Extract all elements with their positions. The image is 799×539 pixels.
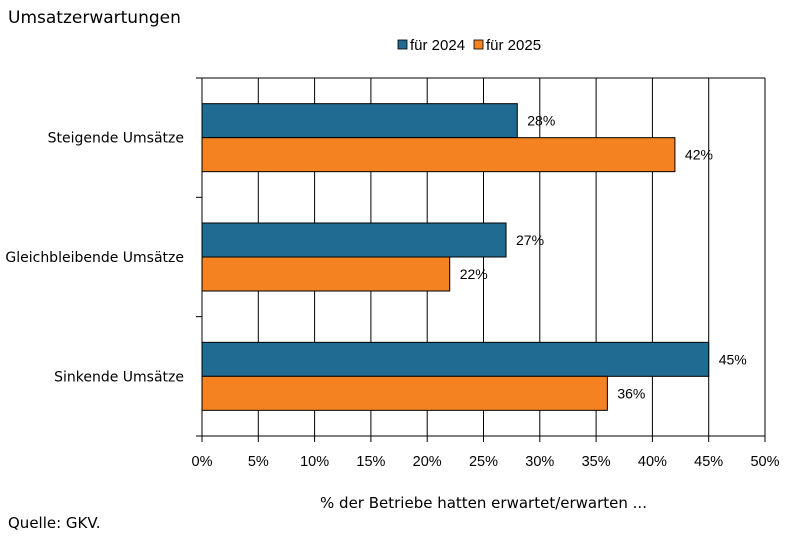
bar-2024 [201,341,710,377]
axes [196,77,766,442]
legend-swatch [473,39,484,50]
bar-2025 [201,256,451,292]
category-label: Sinkende Umsätze [54,369,184,385]
x-tick-label: 50% [750,454,779,470]
data-label: 36% [617,385,645,401]
data-label: 27% [516,232,544,248]
x-tick-label: 30% [525,454,554,470]
legend-label: für 2025 [486,37,541,54]
chart-title: Umsatzerwartungen [8,8,181,28]
data-label: 42% [685,147,713,163]
data-label: 28% [527,113,555,129]
bar-2024 [201,222,507,258]
bar-2025 [201,375,608,411]
x-tick-label: 40% [638,454,667,470]
category-label: Steigende Umsätze [48,131,184,147]
labels: 0% 5% 10% 15% 20% 25% 30% 35% 40% 45% 50% Steigende… [5,113,779,470]
data-label: 45% [719,351,747,367]
legend: für 2024 für 2025 [397,37,541,54]
x-tick-label: 0% [192,454,213,470]
category-label: Gleichbleibende Umsätze [5,250,184,266]
source-note: Quelle: GKV. [8,514,101,532]
x-tick-label: 45% [694,454,723,470]
legend-swatch [397,39,408,50]
data-label: 22% [460,266,488,282]
bars [201,103,710,411]
bar-2024 [201,103,518,139]
x-tick-label: 20% [413,454,442,470]
x-tick-label: 10% [300,454,329,470]
x-axis-title: % der Betriebe hatten erwartet/erwarten … [320,494,647,512]
x-tick-label: 35% [582,454,611,470]
bar-2025 [201,137,676,173]
x-tick-label: 5% [248,454,269,470]
legend-label: für 2024 [410,37,465,54]
x-tick-label: 15% [356,454,385,470]
x-tick-label: 25% [469,454,498,470]
